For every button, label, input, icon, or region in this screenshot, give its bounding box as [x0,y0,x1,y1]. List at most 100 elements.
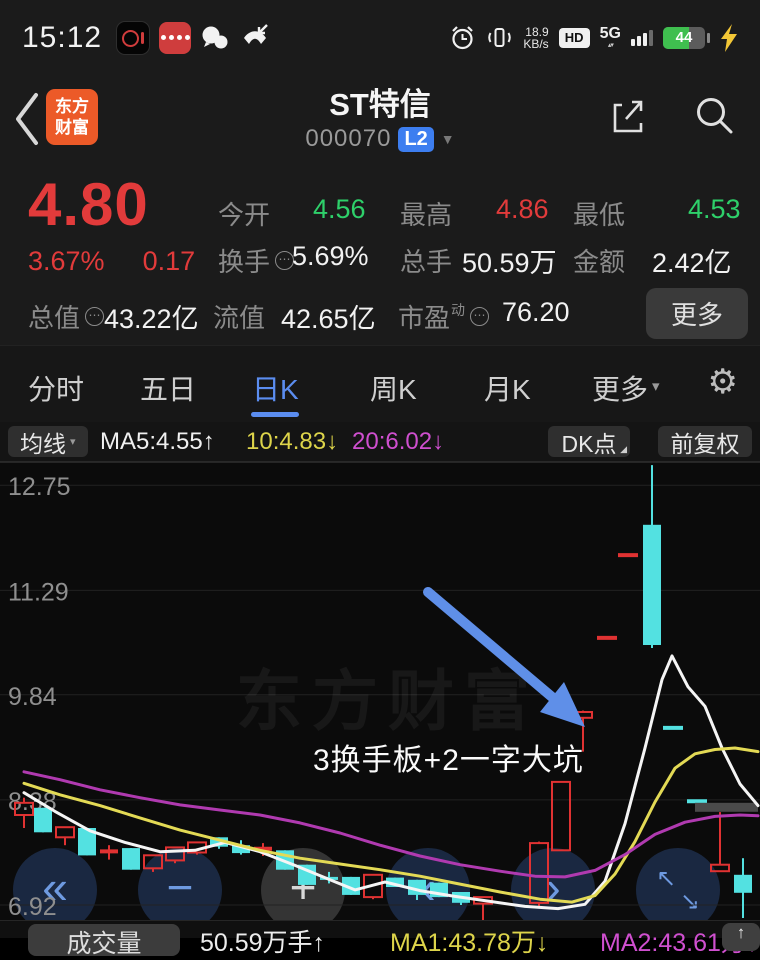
volume-pane-button[interactable]: 成交量 [28,924,180,958]
ma-value-3: 20:6.02↓ [352,428,445,455]
stat-value: 4.56 [313,194,366,224]
signal-bars-icon [631,29,653,46]
tab-周K[interactable]: 周K [370,374,417,405]
chevron-down-icon: ▾ [652,378,660,395]
candle-down [232,845,250,854]
expand-pane-button[interactable]: ↑ [722,923,760,951]
tab-月K[interactable]: 月K [484,374,531,405]
adjust-mode-button[interactable]: 前复权 [658,426,752,457]
period-tab-bar: ⚙ 分时 五日 日K 周K 月K 更多 ▾ [0,345,760,422]
stat-label: 换手 ⋯ [218,242,295,279]
red-app-notification-icon [159,21,192,54]
info-icon[interactable]: ⋯ [470,307,490,326]
corner-mark-icon: ◢ [620,444,627,454]
annotation-text: 3换手板+2一字大坑 [313,744,584,777]
candle-up [529,842,549,904]
stat-label: 总值 ⋯ [28,298,105,335]
stat-value: 4.53 [688,194,741,224]
stat-label: 金额 [573,247,626,277]
current-price: 4.80 [28,171,149,238]
candle-down [78,828,96,856]
status-bar: 15:12 18.9 KB/s HD 5G ▴▾ [0,0,760,75]
charging-bolt-icon [721,23,737,52]
price-change: 3.67% 0.17 [28,246,195,277]
network-speed: 18.9 KB/s [523,24,549,51]
change-percent: 3.67% [28,246,105,276]
chart-nav-fast-rewind-button[interactable]: « [13,848,97,920]
active-tab-underline [251,412,300,417]
wechat-icon [202,26,228,48]
price-tag [695,802,758,812]
notification-icons [116,20,271,55]
annotation-arrowhead [540,682,585,727]
candle-up [710,863,730,873]
hd-voice-icon: HD [558,27,590,48]
tab-日K[interactable]: 日K [251,368,300,417]
screen-record-icon [116,20,151,55]
volume-value: 50.59万手↑ [200,929,326,957]
eastmoney-logo[interactable]: 东方 财富 [46,89,98,145]
dk-point-button[interactable]: DK点 ◢ [548,426,630,457]
search-icon[interactable] [692,93,736,137]
ma-line-MA20 [22,770,760,879]
tab-五日[interactable]: 五日 [140,374,197,405]
chart-nav-zoom-out-button[interactable]: − [138,848,222,920]
candle-up [165,846,185,862]
stock-code-row[interactable]: 000070 L2 ▼ [0,125,760,153]
stat-label: 市盈动 ⋯ [398,298,490,335]
candle-down [122,848,140,870]
back-button[interactable] [10,89,44,149]
tab-分时[interactable]: 分时 [28,374,85,405]
stat-value: 4.86 [496,194,549,224]
stat-label: 流值 [213,303,266,333]
stat-value: 2.42亿 [652,248,732,278]
candlestick-chart[interactable]: «− + ‹ › ↖ ↘ 12.75 11.29 9.84 8.38 6.92 东方财富 3换手板+2… [0,462,760,920]
share-icon[interactable] [608,95,648,137]
info-icon[interactable]: ⋯ [85,307,105,326]
chart-nav-buttons: «− + ‹ › ↖ ↘ [0,462,760,920]
incoming-call-icon [244,23,268,44]
ma-line-MA10 [22,746,760,904]
stat-value: 50.59万 [462,248,557,278]
stat-label: 最低 [573,200,626,230]
header: 东方 财富 ST特信 000070 L2 ▼ [0,75,760,170]
candle-up [55,826,75,839]
battery-indicator: 44 [663,26,710,49]
settings-gear-icon[interactable]: ⚙ [707,363,738,401]
vibrate-icon [488,28,512,47]
network-type-icon: 5G ▴▾ [599,25,621,50]
candle-up [14,801,34,816]
tab-更多[interactable]: 更多 ▾ [592,374,660,405]
chevron-down-icon: ▼ [440,131,455,147]
candle-down [643,524,661,645]
ma-value-2: 10:4.83↓ [246,428,339,455]
chart-nav-fullscreen-button[interactable]: ↖ ↘ [636,848,720,920]
l2-badge[interactable]: L2 [398,126,434,152]
candle-up [551,780,571,852]
ma-settings-button[interactable]: 均线 ▾ [8,426,88,457]
chevron-down-icon: ▾ [70,436,76,448]
more-stats-button[interactable]: 更多 [645,288,748,339]
change-amount: 0.17 [142,246,196,276]
candle-down [386,877,404,887]
stat-value: 5.69% [292,241,369,271]
dynamic-pe-superscript: 动 [451,301,466,318]
ma-value-1: MA5:4.55↑ [100,428,215,455]
volume-pane-header: 成交量 50.59万手↑ MA1:43.78万↓ MA2:43.61万↑ ↑ [0,920,760,958]
clock-time: 15:12 [22,20,103,54]
ma-toolbar: 均线 ▾ DK点 ◢ 前复权 MA5:4.55↑ 10:4.83↓ 20:6.02↓ [0,422,760,462]
stat-label: 最高 [400,200,453,230]
stat-value: 42.65亿 [281,304,376,334]
candle-up [143,854,163,870]
info-icon[interactable]: ⋯ [275,251,295,270]
y-axis-label: 9.84 [8,683,57,711]
y-axis-label: 11.29 [8,578,69,606]
stock-code: 000070 [305,125,392,152]
candle-down [734,874,752,893]
annotation-arrow [423,587,557,702]
page-title: ST特信 [329,87,431,122]
candle-up [363,873,383,899]
stat-value: 76.20 [502,297,570,327]
